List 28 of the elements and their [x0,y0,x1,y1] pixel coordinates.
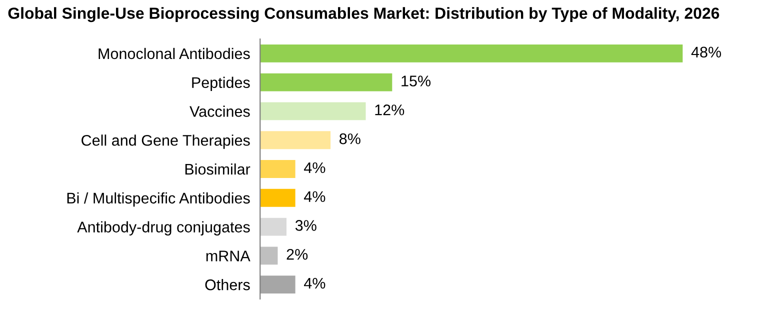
data-label: 15% [402,76,431,86]
bar [260,131,331,150]
y-tick-label: mRNA [206,250,250,262]
data-label: 48% [691,46,722,58]
y-tick-label: Cell and Gene Therapies [82,134,250,149]
data-label: 4% [304,278,326,289]
y-tick-label: Vaccines [190,106,250,117]
y-tick-label: Bi / Multispecific Antibodies [67,192,250,207]
y-tick-label: Biosimilar [185,163,250,175]
bar [260,73,392,92]
y-tick-label: Antibody-drug conjugates [77,221,250,236]
bar [260,102,366,120]
data-label: 4% [304,191,326,202]
bar [260,276,296,294]
y-tick-label: Monoclonal Antibodies [98,48,250,60]
y-tick-label: Peptides [192,76,250,92]
bar [260,44,683,62]
bar [260,246,278,265]
bar [260,188,296,207]
data-label: 12% [375,104,404,116]
bar [260,160,296,178]
data-label: 3% [295,220,316,231]
bar [260,218,287,236]
data-label: 2% [286,248,308,260]
data-label: 4% [304,162,326,174]
y-tick-label: Others [205,279,250,290]
data-label: 8% [340,133,360,144]
chart-title: Global Single-Use Bioprocessing Consumables Market: Distribution by Type of Modality, 2026 [8,7,720,22]
